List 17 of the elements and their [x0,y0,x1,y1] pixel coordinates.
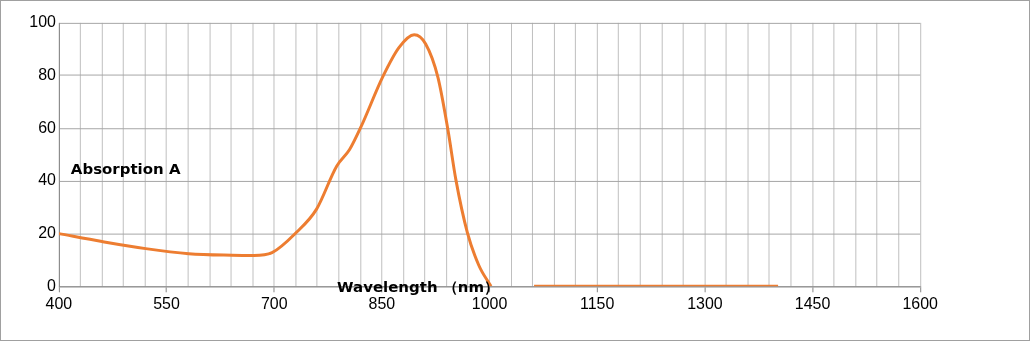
y-tick-label: 0 [47,276,57,294]
y-tick-label: 100 [29,13,57,31]
x-tick-label: 1450 [794,295,831,313]
x-tick-label: 1600 [902,295,939,313]
x-tick-label: 400 [45,295,73,313]
y-tick-label: 60 [38,118,57,136]
x-axis-title: Wavelength （nm） [337,278,500,297]
x-tick-label: 700 [260,295,288,313]
y-tick-label: 40 [38,171,57,189]
x-tick-label: 1000 [471,295,508,313]
x-tick-label: 850 [368,295,396,313]
y-tick-label: 80 [38,65,57,83]
y-axis-title: Absorption A [70,160,181,179]
x-tick-label: 1300 [687,295,723,313]
y-tick-label: 20 [38,224,57,241]
x-tick-label: 1150 [580,295,615,313]
x-tick-label: 550 [153,295,180,313]
